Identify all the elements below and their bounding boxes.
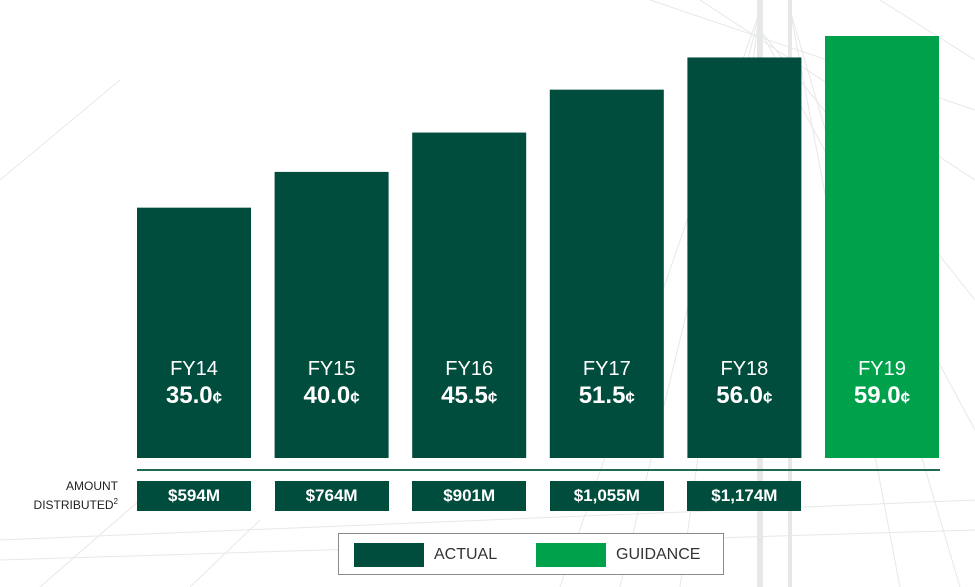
chart-legend: ACTUAL GUIDANCE	[338, 533, 724, 575]
cent-symbol: ¢	[625, 388, 635, 407]
legend-swatch-actual	[354, 543, 424, 567]
value-label: 56.0¢	[716, 382, 773, 409]
value-label: 45.5¢	[441, 382, 498, 409]
bar-fy15	[274, 171, 389, 458]
cent-symbol: ¢	[763, 388, 773, 407]
bar-fy14	[137, 207, 251, 458]
bar-fy16	[412, 132, 527, 458]
bar-label-fy17: FY17 51.5¢	[550, 357, 664, 413]
bar-fy17	[549, 89, 664, 458]
amount-distributed-fy16: $901M	[412, 481, 527, 511]
amount-distributed-fy15: $764M	[274, 481, 389, 511]
value-label: 35.0¢	[165, 382, 223, 409]
category-label: FY18	[720, 358, 769, 380]
value-label: 59.0¢	[853, 382, 911, 409]
value-label: 40.0¢	[303, 382, 360, 409]
cent-symbol: ¢	[487, 388, 498, 407]
footnote-marker: 2	[113, 497, 118, 506]
legend-label-guidance: GUIDANCE	[616, 546, 701, 563]
category-label: FY16	[445, 358, 494, 380]
amount-distributed-text: AMOUNT DISTRIBUTED	[33, 479, 118, 512]
bar-fy19	[825, 36, 939, 458]
bar-fy18	[687, 57, 802, 458]
category-label: FY19	[858, 358, 906, 380]
category-label: FY15	[307, 358, 356, 380]
bar-label-fy14: FY14 35.0¢	[137, 357, 251, 413]
cent-symbol: ¢	[900, 388, 911, 407]
amount-distributed-fy14: $594M	[137, 481, 251, 511]
category-label: FY14	[170, 358, 218, 380]
bar-label-fy18: FY18 56.0¢	[687, 357, 801, 413]
value-label: 51.5¢	[578, 382, 635, 409]
cent-symbol: ¢	[212, 388, 223, 407]
category-label: FY17	[582, 358, 631, 380]
amount-distributed-fy18: $1,174M	[687, 481, 802, 511]
amount-distributed-fy17: $1,055M	[549, 481, 664, 511]
cent-symbol: ¢	[350, 388, 360, 407]
bar-label-fy16: FY16 45.5¢	[412, 357, 526, 413]
amount-distributed-label: AMOUNT DISTRIBUTED2	[0, 479, 118, 513]
bar-label-fy15: FY15 40.0¢	[275, 357, 389, 413]
legend-label-actual: ACTUAL	[434, 546, 498, 563]
bars-group	[137, 36, 939, 458]
bar-label-fy19: FY19 59.0¢	[825, 357, 939, 413]
legend-swatch-guidance	[536, 543, 606, 567]
